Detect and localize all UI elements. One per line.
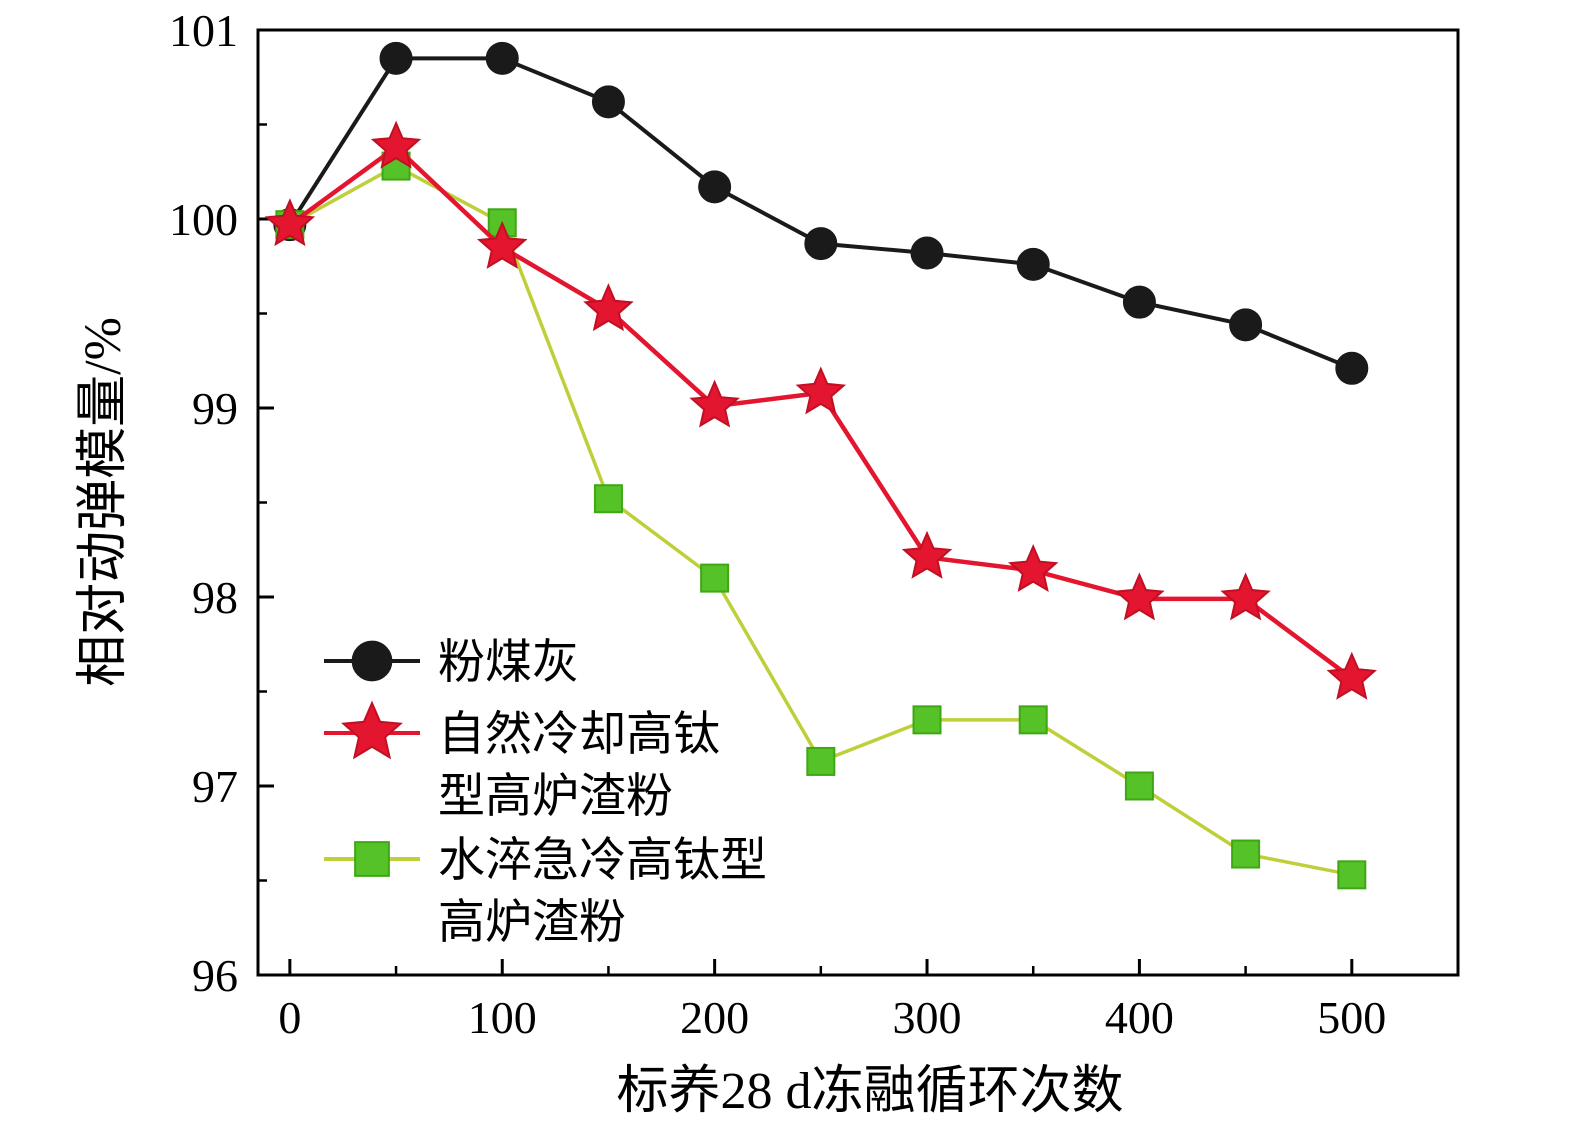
data-point-marker-circle (1016, 247, 1050, 281)
series-line-fly-ash (288, 56, 1353, 371)
data-point-marker-square (1337, 860, 1367, 890)
y-tick-label: 98 (192, 572, 238, 623)
data-point-marker-square (1231, 839, 1261, 869)
plot-frame (256, 28, 1460, 977)
legend-label: 型高炉渣粉 (438, 771, 673, 823)
data-point-marker-star (1220, 572, 1271, 621)
data-point-marker-square (593, 484, 623, 514)
x-tick-label: 500 (1317, 992, 1386, 1043)
legend-label: 自然冷却高钛 (438, 709, 720, 761)
data-point-marker-square (1124, 771, 1154, 801)
data-point-marker-circle (910, 236, 944, 270)
data-point-marker-star (689, 379, 740, 428)
data-point-marker-star (1008, 543, 1059, 593)
chart-generated-layer: 0 100 200 300 400 500 96 97 98 99 100 101 粉煤灰自然冷却高钛型… (169, 5, 1460, 1043)
data-point-marker-circle (1122, 285, 1156, 319)
data-point-marker-star (1326, 651, 1377, 700)
data-point-marker-circle (1335, 351, 1369, 385)
y-tick-label: 96 (192, 950, 238, 1001)
x-tick-label: 0 (278, 992, 301, 1043)
x-axis-label: 标养28 d冻融循环次数 (616, 1063, 1123, 1120)
data-point-marker-circle (1229, 308, 1263, 342)
data-point-marker-star (583, 283, 634, 332)
data-point-marker-square (354, 841, 390, 877)
data-point-marker-star (795, 366, 847, 415)
series-line-naturally-cooled-high-ti-slag (288, 144, 1354, 681)
x-tick-label: 300 (893, 992, 962, 1043)
data-point-marker-circle (379, 41, 413, 75)
x-tick-label: 100 (468, 992, 537, 1043)
data-point-marker-star (264, 198, 316, 247)
x-tick-label: 200 (680, 992, 749, 1043)
y-tick-label: 100 (169, 194, 238, 245)
data-point-marker-circle (351, 640, 393, 682)
data-point-marker-star (341, 700, 403, 760)
y-tick-label: 97 (192, 761, 238, 812)
data-point-marker-circle (698, 170, 732, 204)
data-point-marker-circle (591, 85, 625, 119)
data-point-marker-star (477, 220, 528, 269)
data-point-marker-square (700, 563, 730, 593)
x-tick-label: 400 (1105, 992, 1174, 1043)
y-axis-label: 相对动弹模量/% (75, 317, 132, 687)
legend-label: 水淬急冷高钛型 (438, 835, 767, 887)
data-point-marker-star (370, 120, 422, 169)
legend-label: 粉煤灰 (438, 637, 579, 689)
data-point-marker-circle (804, 227, 838, 261)
data-point-marker-star (901, 530, 953, 579)
y-tick-label: 99 (192, 383, 238, 434)
y-tick-label: 101 (169, 5, 238, 56)
legend-label: 高炉渣粉 (438, 897, 626, 949)
data-point-marker-star (1114, 572, 1165, 621)
data-point-marker-square (806, 746, 836, 776)
data-point-marker-square (1018, 705, 1048, 735)
data-point-marker-circle (485, 41, 519, 75)
data-point-marker-square (912, 705, 942, 735)
